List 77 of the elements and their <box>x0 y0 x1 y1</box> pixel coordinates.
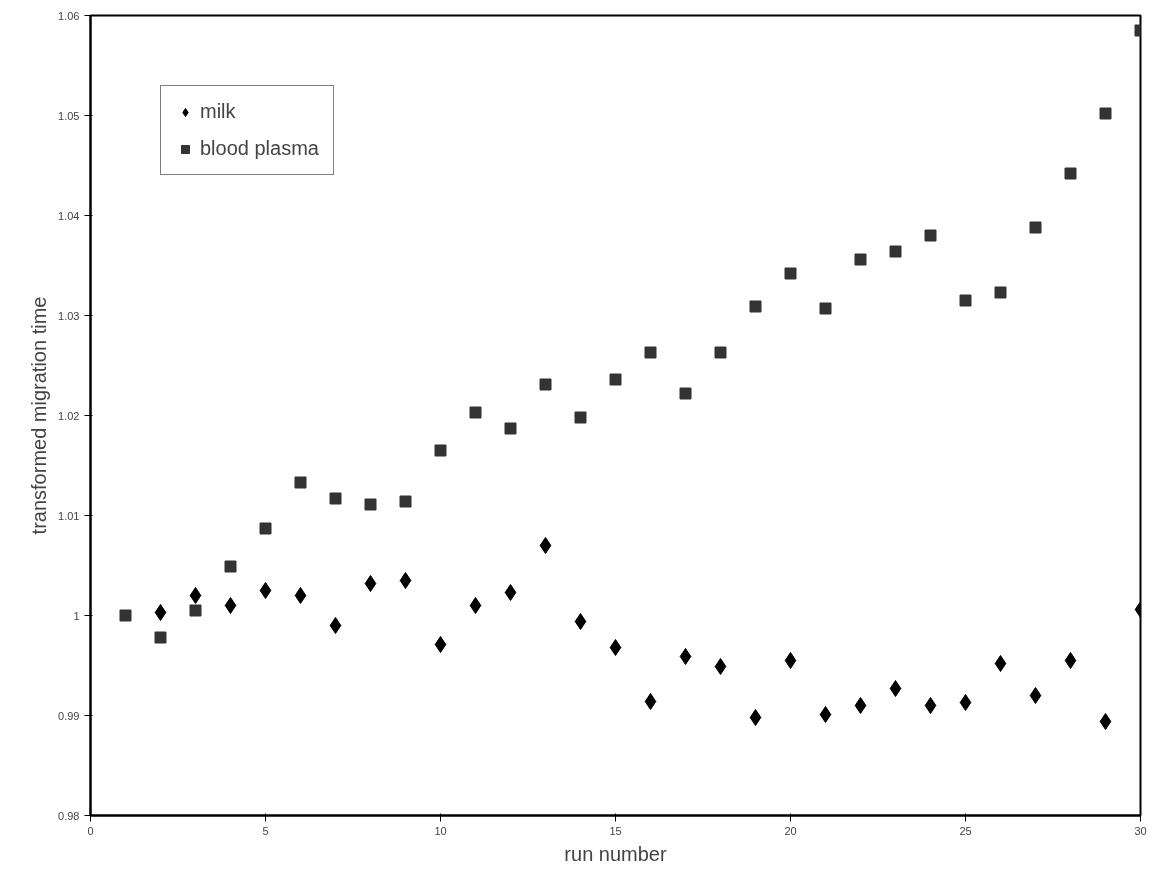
point <box>434 636 447 653</box>
point <box>714 658 727 675</box>
point <box>609 373 622 386</box>
point <box>224 560 237 573</box>
point <box>714 346 727 359</box>
point <box>854 253 867 266</box>
point <box>574 613 587 630</box>
point <box>469 597 482 614</box>
x-tick-label: 25 <box>959 824 972 837</box>
y-tick-label: 1.03 <box>58 309 80 322</box>
x-tick-label: 30 <box>1134 824 1147 837</box>
point <box>644 346 657 359</box>
point <box>189 587 202 604</box>
x-tick-label: 5 <box>262 824 269 837</box>
point <box>749 709 762 726</box>
point <box>924 229 937 242</box>
point <box>119 609 132 622</box>
x-tick-label: 20 <box>784 824 797 837</box>
y-axis-title: transformed migration time <box>28 296 51 535</box>
point <box>574 411 587 424</box>
point <box>1029 687 1042 704</box>
point <box>539 537 552 554</box>
point <box>784 652 797 669</box>
point <box>819 706 832 723</box>
point <box>154 631 167 644</box>
point <box>819 302 832 315</box>
point <box>994 655 1007 672</box>
point <box>1099 713 1112 730</box>
point <box>679 387 692 400</box>
point <box>644 693 657 710</box>
x-tick-label: 15 <box>609 824 622 837</box>
point <box>889 245 902 258</box>
point <box>294 476 307 489</box>
point <box>189 604 202 617</box>
y-tick-label: 1.04 <box>58 209 80 222</box>
point <box>539 378 552 391</box>
point <box>504 584 517 601</box>
point <box>329 492 342 505</box>
y-tick-label: 1.06 <box>58 9 80 22</box>
y-tick-label: 1.05 <box>58 109 80 122</box>
point <box>679 648 692 665</box>
point <box>994 286 1007 299</box>
point <box>854 697 867 714</box>
point <box>784 267 797 280</box>
point <box>609 639 622 656</box>
point <box>259 522 272 535</box>
x-axis-title: run number <box>564 842 667 865</box>
point <box>294 587 307 604</box>
point <box>749 300 762 313</box>
point <box>399 495 412 508</box>
y-tick-label: 0.98 <box>58 809 80 822</box>
point <box>889 680 902 697</box>
point <box>224 597 237 614</box>
point <box>364 575 377 592</box>
point <box>1064 167 1077 180</box>
point <box>329 617 342 634</box>
point <box>364 498 377 511</box>
x-tick-label: 10 <box>434 824 447 837</box>
y-tick-label: 1 <box>73 609 80 622</box>
y-tick-label: 0.99 <box>58 709 80 722</box>
point <box>434 444 447 457</box>
point <box>959 294 972 307</box>
point <box>1029 221 1042 234</box>
point <box>1099 107 1112 120</box>
x-tick-label: 0 <box>87 824 94 837</box>
legend-label: blood plasma <box>200 137 319 160</box>
point <box>399 572 412 589</box>
y-tick-label: 1.01 <box>58 509 80 522</box>
point <box>1064 652 1077 669</box>
point <box>469 406 482 419</box>
point <box>959 694 972 711</box>
point <box>259 582 272 599</box>
point <box>504 422 517 435</box>
y-tick-label: 1.02 <box>58 409 80 422</box>
legend-label: milk <box>200 100 236 123</box>
point <box>924 697 937 714</box>
point <box>154 604 167 621</box>
